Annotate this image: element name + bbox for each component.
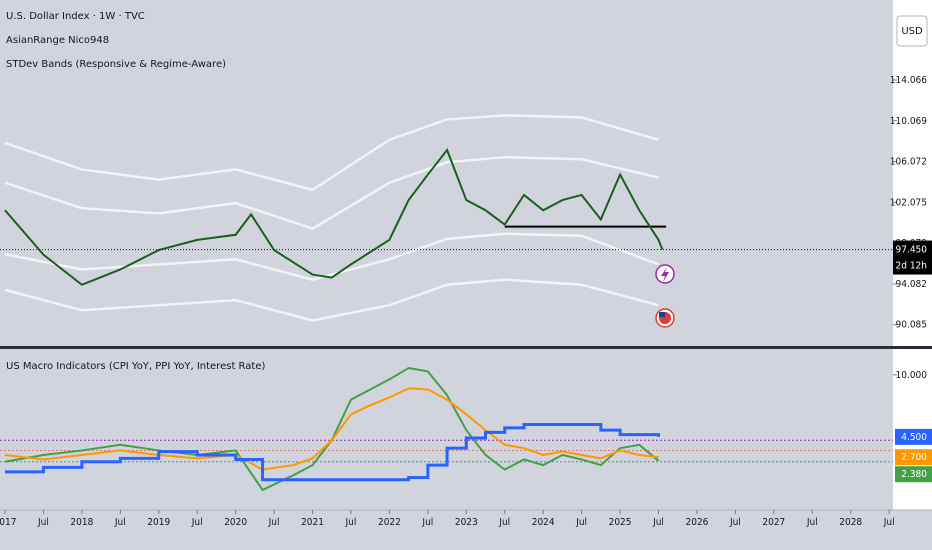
last-value-label: 2.700 xyxy=(901,452,927,463)
band xyxy=(4,155,659,231)
x-tick-label: Jul xyxy=(421,517,433,528)
x-tick-label: Jul xyxy=(652,517,664,528)
last-value-box xyxy=(895,449,932,466)
y-tick-label: 110.069 xyxy=(890,116,927,127)
pane-separator xyxy=(0,346,932,349)
band xyxy=(4,232,659,281)
x-tick-label: 2027 xyxy=(762,517,785,528)
x-tick-label: 2022 xyxy=(378,517,401,528)
lightning-icon xyxy=(661,267,669,282)
x-tick-label: 2019 xyxy=(147,517,170,528)
y-tick-label: 90.085 xyxy=(896,320,927,331)
x-tick-label: 2025 xyxy=(609,517,632,528)
x-tick-label: 2018 xyxy=(70,517,93,528)
x-tick-label: 2021 xyxy=(301,517,324,528)
x-tick-label: Jul xyxy=(268,517,280,528)
band xyxy=(4,278,659,322)
x-tick-label: Jul xyxy=(729,517,741,528)
y-tick-label: 114.066 xyxy=(890,75,927,86)
x-tick-label: 2023 xyxy=(455,517,478,528)
x-tick-label: Jul xyxy=(345,517,357,528)
series-line xyxy=(4,422,661,482)
x-tick-label: Jul xyxy=(498,517,510,528)
series-line xyxy=(4,148,664,286)
x-tick-label: Jul xyxy=(191,517,203,528)
last-value-box xyxy=(895,466,932,483)
last-price-label: 97.450 xyxy=(896,245,928,256)
indicator-label: STDev Bands (Responsive & Regime-Aware) xyxy=(6,59,226,70)
last-value-label: 4.500 xyxy=(901,432,927,443)
x-tick-label: Jul xyxy=(37,517,49,528)
y-tick-label: 10.000 xyxy=(896,370,928,381)
series-line xyxy=(4,387,659,471)
last-price-box xyxy=(893,240,932,275)
x-tick-label: 2017 xyxy=(0,517,16,528)
y-tick-label: 106.072 xyxy=(890,157,927,168)
y-tick-label: 94.082 xyxy=(896,279,927,290)
indicator-label: AsianRange Nico948 xyxy=(6,35,109,46)
chart-title: U.S. Dollar Index · 1W · TVC xyxy=(6,11,145,22)
pane-title: US Macro Indicators (CPI YoY, PPI YoY, I… xyxy=(6,361,265,372)
currency[interactable]: USD xyxy=(901,26,923,37)
x-tick-label: 2026 xyxy=(686,517,709,528)
x-tick-label: Jul xyxy=(575,517,587,528)
x-tick-label: Jul xyxy=(806,517,818,528)
x-tick-label: 2028 xyxy=(839,517,862,528)
last-value-label: 2.380 xyxy=(901,469,927,480)
y-tick-label: 102.075 xyxy=(890,197,927,208)
countdown: 2d 12h xyxy=(896,261,927,272)
x-tick-label: Jul xyxy=(883,517,895,528)
last-value-box xyxy=(895,428,932,445)
x-tick-label: Jul xyxy=(114,517,126,528)
band xyxy=(4,114,659,192)
currency-button[interactable] xyxy=(896,15,928,47)
x-tick-label: 2024 xyxy=(532,517,555,528)
x-tick-label: 2020 xyxy=(224,517,247,528)
flag-canton xyxy=(659,312,665,317)
